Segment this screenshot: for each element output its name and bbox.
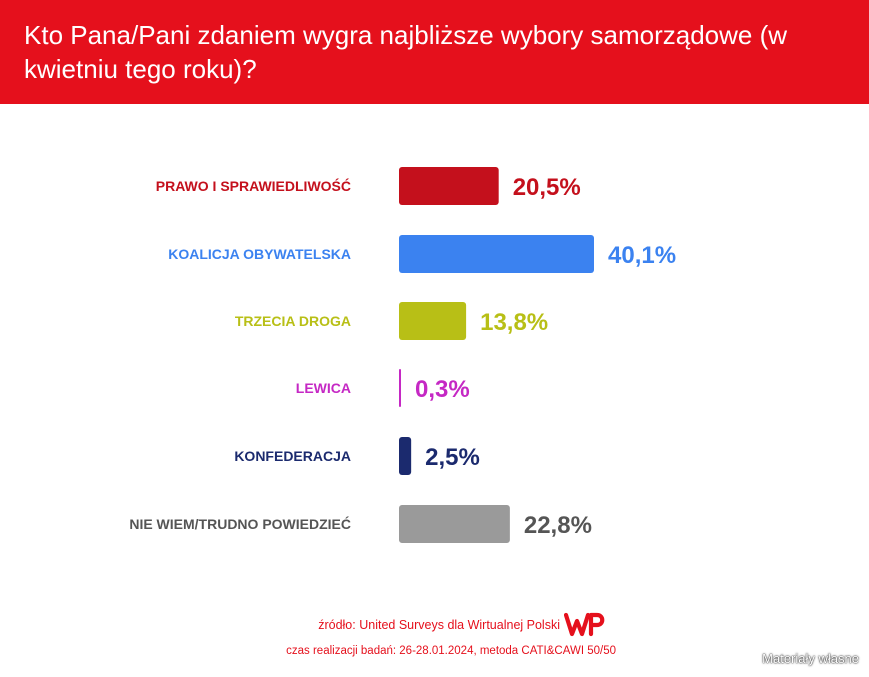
category-label: PRAWO I SPRAWIEDLIWOŚĆ	[156, 177, 351, 194]
value-label: 40,1%	[608, 242, 676, 269]
source-note: źródło: United Surveys dla Wirtualnej Po…	[318, 618, 560, 632]
value-label: 0,3%	[415, 376, 470, 403]
value-label: 13,8%	[480, 309, 548, 336]
value-label: 22,8%	[524, 512, 592, 539]
bar	[399, 505, 510, 543]
value-label: 20,5%	[513, 174, 581, 201]
category-label: KOALICJA OBYWATELSKA	[168, 246, 351, 262]
bar	[399, 167, 499, 205]
category-label: TRZECIA DROGA	[235, 313, 351, 329]
category-label: NIE WIEM/TRUDNO POWIEDZIEĆ	[129, 515, 351, 532]
wp-logo-icon	[564, 612, 605, 637]
value-label: 2,5%	[425, 444, 480, 471]
category-label: LEWICA	[296, 380, 351, 396]
bar	[399, 302, 467, 340]
chart-title: Kto Pana/Pani zdaniem wygra najbliższe w…	[24, 20, 788, 84]
bar	[399, 437, 412, 475]
title-banner: Kto Pana/Pani zdaniem wygra najbliższe w…	[0, 0, 869, 104]
survey-period-note: czas realizacji badań: 26-28.01.2024, me…	[286, 645, 616, 657]
bar-chart: PRAWO I SPRAWIEDLIWOŚĆ 20,5% KOALICJA OBYW…	[129, 167, 676, 543]
category-label: KONFEDERACJA	[234, 448, 351, 464]
watermark: Materiały własne	[762, 651, 859, 666]
bar	[399, 369, 401, 407]
bar	[399, 235, 594, 273]
